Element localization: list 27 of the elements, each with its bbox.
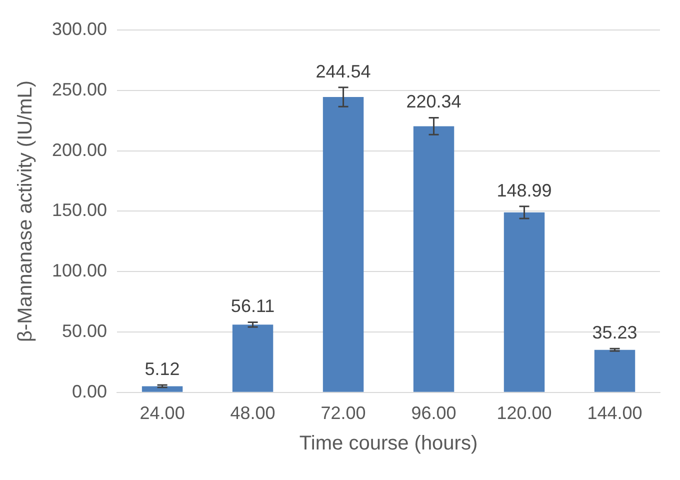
y-tick-label: 100.00 (52, 260, 108, 281)
bar (594, 350, 636, 392)
x-tick-label: 24.00 (140, 403, 185, 424)
bar (413, 126, 454, 392)
y-tick-label: 50.00 (62, 320, 108, 341)
y-tick-label: 250.00 (52, 79, 108, 100)
y-tick-label: 200.00 (52, 140, 108, 160)
data-label: 244.54 (316, 61, 371, 82)
x-tick-label: 48.00 (230, 403, 276, 424)
x-tick-label: 96.00 (411, 403, 456, 424)
y-tick-label: 300.00 (52, 18, 108, 39)
y-tick-label: 150.00 (52, 200, 108, 220)
data-label: 148.99 (496, 180, 552, 200)
bar (504, 212, 545, 392)
bar (142, 386, 183, 392)
x-tick-label: 144.00 (587, 403, 642, 424)
data-label: 56.11 (230, 296, 275, 316)
data-label: 35.23 (592, 322, 638, 343)
x-tick-label: 120.00 (496, 403, 552, 424)
data-label: 5.12 (144, 358, 180, 379)
bar (322, 96, 364, 392)
y-tick-label: 0.00 (72, 381, 108, 402)
bar (232, 324, 274, 392)
x-tick-label: 72.00 (320, 403, 366, 424)
data-label: 220.34 (406, 92, 462, 112)
y-axis-title: β-Mannanase activity (IU/mL) (14, 80, 37, 342)
x-axis-title: Time course (hours) (299, 432, 478, 455)
